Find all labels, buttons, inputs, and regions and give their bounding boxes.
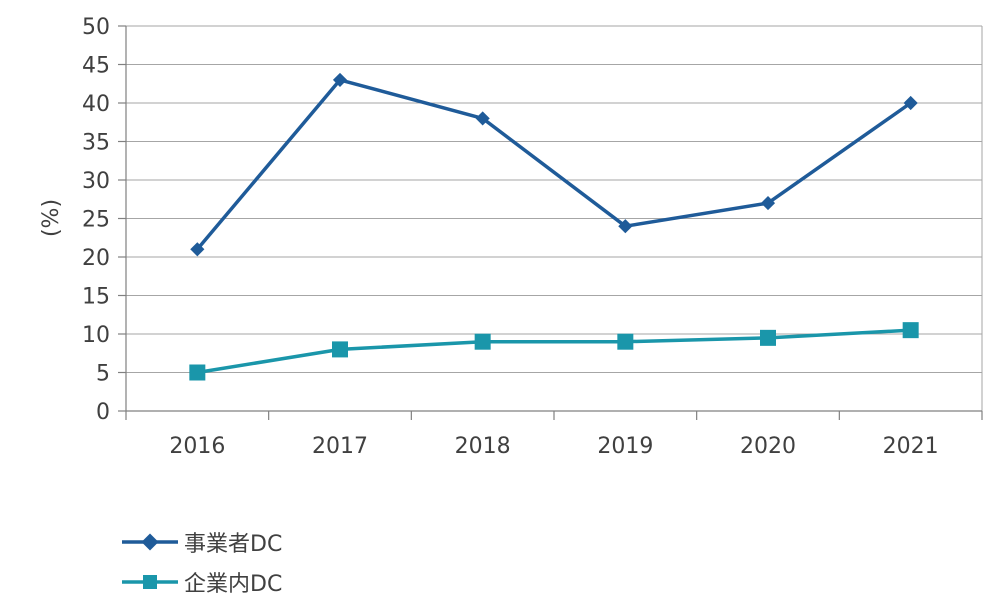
y-tick-label: 35 (82, 131, 110, 156)
line-chart: 0 5 10 15 20 25 30 35 40 45 50 2016 2017 2018 2019 202… (39, 15, 983, 459)
y-tick-label: 50 (82, 15, 110, 40)
y-tick-label: 45 (82, 54, 110, 79)
data-point (760, 329, 776, 346)
x-tick-labels: 2016 2017 2018 2019 2020 2021 (169, 434, 938, 459)
legend: 事業者DC 企業内DC (120, 522, 282, 602)
data-point (332, 72, 348, 87)
x-tick-label: 2018 (455, 434, 511, 459)
x-tick-label: 2021 (883, 434, 939, 459)
series-lines (189, 72, 919, 381)
data-point (190, 242, 205, 257)
data-point (617, 333, 634, 350)
legend-label-series-2: 企業内DC (184, 572, 283, 597)
legend-label-series-1: 事業者DC (184, 532, 283, 557)
data-point (475, 111, 490, 126)
data-point (474, 333, 491, 350)
series-line (197, 328, 911, 375)
x-tick-label: 2019 (597, 434, 653, 459)
data-point (903, 95, 918, 111)
y-tick-label: 40 (82, 92, 110, 117)
x-tick-label: 2017 (312, 434, 368, 459)
legend-item-series-1: 事業者DC (120, 522, 282, 562)
y-tick-label: 5 (96, 362, 110, 387)
y-axis-label: (%) (39, 199, 64, 237)
data-point (189, 364, 206, 381)
data-point (902, 322, 919, 339)
y-tick-label: 20 (82, 246, 110, 271)
y-tick-label: 25 (82, 208, 110, 233)
legend-swatch-series-1 (122, 533, 178, 551)
y-tick-labels: 0 5 10 15 20 25 30 35 40 45 50 (82, 15, 110, 425)
series-2 (189, 322, 919, 381)
y-tick-label: 0 (96, 400, 110, 425)
axes (118, 25, 983, 420)
gridlines (126, 25, 982, 373)
series-line (195, 78, 912, 251)
y-tick-label: 10 (82, 323, 110, 348)
data-point (332, 341, 348, 358)
data-point (760, 196, 776, 211)
y-tick-label: 15 (82, 285, 110, 310)
series-1 (190, 72, 918, 257)
x-tick-label: 2016 (169, 434, 225, 459)
data-point (618, 219, 633, 234)
y-tick-label: 30 (82, 169, 110, 194)
legend-swatch-series-2 (122, 575, 178, 589)
x-tick-label: 2020 (740, 434, 796, 459)
legend-item-series-2: 企業内DC (120, 562, 282, 602)
